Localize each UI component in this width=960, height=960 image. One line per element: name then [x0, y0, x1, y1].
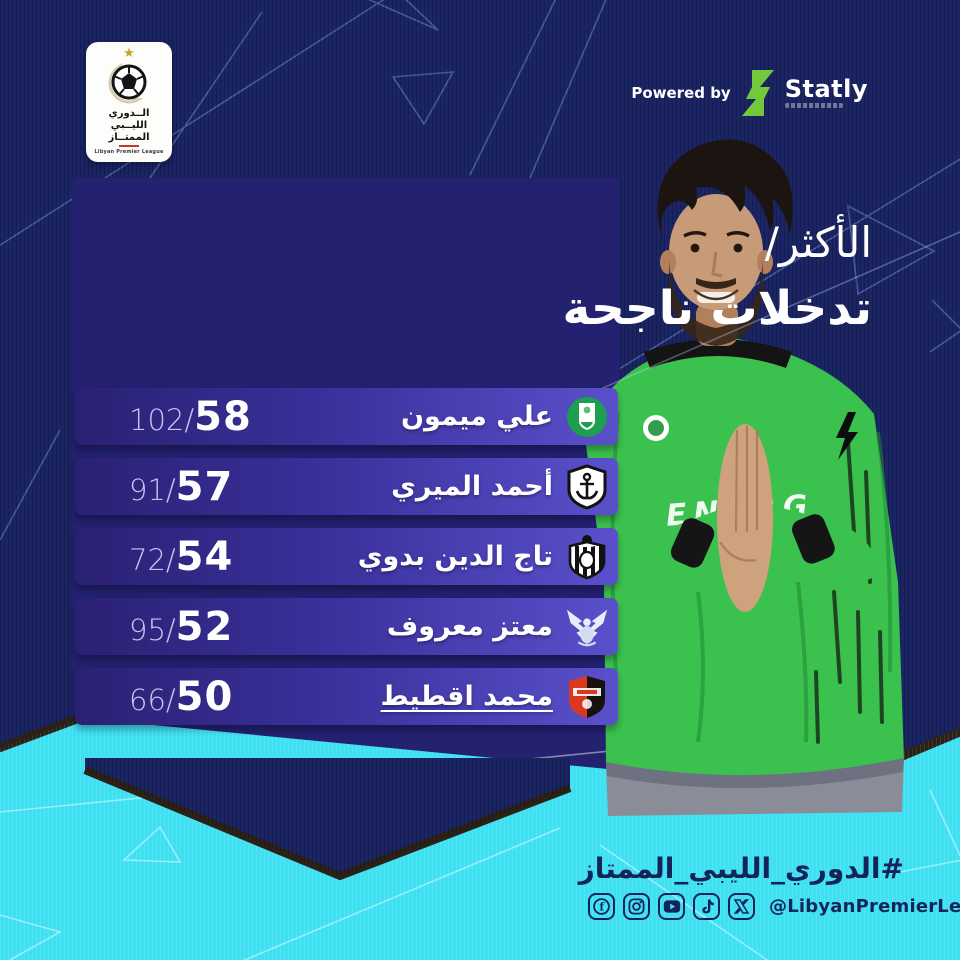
facebook-icon: f	[588, 893, 615, 920]
tackles-stat: 91/57	[129, 463, 234, 510]
table-row: 95/52 معتز معروف	[75, 598, 618, 655]
title-line-2: تدخلات ناجحة	[562, 281, 873, 336]
statly-tagline	[784, 103, 843, 108]
x-twitter-icon	[728, 893, 755, 920]
powered-by-label: Powered by	[631, 84, 731, 102]
league-logo: ★ الــدوري الليــبي الممتــاز Libyan Pre…	[86, 42, 172, 162]
social-icons-row: f @LibyanPremierLeagueOfficial	[588, 893, 960, 920]
red-black-shield-crest-icon	[565, 673, 609, 721]
striped-shield-crest-icon	[565, 533, 609, 581]
statly-logo-icon	[741, 70, 774, 116]
leaderboard: 102/58 علي ميمون 91/57 أحمد الميري	[75, 388, 618, 738]
tackles-stat: 95/52	[129, 603, 234, 650]
instagram-icon	[623, 893, 650, 920]
player-name: معتز معروف	[386, 611, 553, 642]
youtube-icon	[658, 893, 685, 920]
football-crescent-icon	[108, 62, 147, 104]
table-row: 72/54 تاج الدين بدوي	[75, 528, 618, 585]
tiktok-icon	[693, 893, 720, 920]
tackles-stat: 72/54	[129, 533, 234, 580]
al-akhdar-crest-icon	[565, 393, 609, 441]
player-name: محمد اقطيط	[380, 681, 553, 712]
table-row: 91/57 أحمد الميري	[75, 458, 618, 515]
statly-wordmark: Statly	[784, 75, 868, 103]
player-photo: ENERG	[548, 139, 960, 816]
player-name: أحمد الميري	[391, 471, 553, 502]
svg-text:f: f	[599, 901, 605, 914]
league-logo-arabic-title: الــدوري الليــبي الممتــاز	[108, 108, 150, 143]
title-line-1: الأكثر/	[764, 218, 872, 267]
eagle-crest-icon	[565, 603, 609, 651]
hashtag-text: #الدوري_الليبي_الممتاز	[578, 852, 904, 885]
table-row: 66/50 محمد اقطيط	[75, 668, 618, 725]
tackles-stat: 66/50	[129, 673, 234, 720]
title-block: الأكثر/ تدخلات ناجحة	[563, 218, 873, 336]
logo-red-divider	[119, 145, 139, 148]
table-row: 102/58 علي ميمون	[75, 388, 618, 445]
bolt-icon	[836, 412, 858, 460]
anchor-crest-icon	[565, 463, 609, 511]
player-name: علي ميمون	[401, 401, 553, 432]
powered-by-block: Powered by Statly	[631, 70, 868, 116]
league-logo-english-subtitle: Libyan Premier League	[94, 149, 164, 156]
social-handle: @LibyanPremierLeagueOfficial	[769, 896, 960, 917]
player-name: تاج الدين بدوي	[357, 541, 553, 572]
tackles-stat: 102/58	[129, 393, 252, 440]
star-icon: ★	[123, 46, 135, 61]
